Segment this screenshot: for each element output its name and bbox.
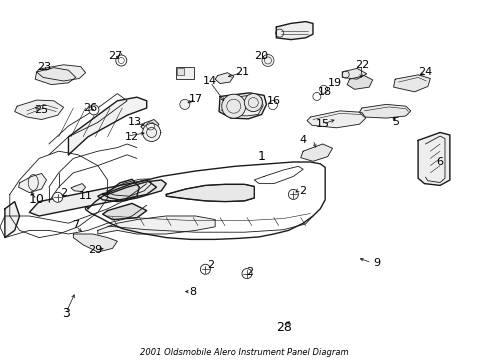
Text: 23: 23: [37, 62, 51, 72]
Polygon shape: [393, 75, 429, 92]
Circle shape: [312, 93, 320, 100]
Text: 24: 24: [417, 67, 432, 77]
Polygon shape: [29, 180, 156, 216]
Text: 9: 9: [372, 258, 379, 268]
Text: 29: 29: [88, 245, 102, 255]
Text: 22: 22: [354, 60, 368, 70]
Text: 21: 21: [235, 67, 248, 77]
Text: 14: 14: [203, 76, 217, 86]
Text: 15: 15: [315, 119, 329, 129]
Text: 1: 1: [257, 150, 265, 163]
Text: 2: 2: [245, 267, 252, 277]
Polygon shape: [215, 73, 233, 84]
Text: 13: 13: [127, 117, 141, 127]
Polygon shape: [19, 174, 46, 193]
Circle shape: [53, 192, 62, 202]
Polygon shape: [5, 202, 20, 238]
Circle shape: [244, 94, 262, 112]
Polygon shape: [71, 184, 85, 192]
Circle shape: [200, 264, 210, 274]
Circle shape: [116, 55, 126, 66]
Polygon shape: [346, 76, 372, 89]
Polygon shape: [98, 216, 215, 234]
Polygon shape: [102, 179, 139, 201]
Bar: [177, 68, 183, 75]
Polygon shape: [300, 144, 332, 161]
Polygon shape: [166, 184, 254, 202]
Bar: [176, 67, 194, 78]
Text: 11: 11: [79, 191, 92, 201]
Polygon shape: [35, 68, 76, 85]
Text: 8: 8: [189, 287, 196, 297]
Text: 19: 19: [327, 78, 341, 88]
Polygon shape: [359, 104, 410, 118]
Text: 2001 Oldsmobile Alero Instrument Panel Diagram: 2001 Oldsmobile Alero Instrument Panel D…: [140, 348, 348, 357]
Polygon shape: [417, 132, 449, 185]
Polygon shape: [219, 93, 266, 119]
Text: 2: 2: [299, 186, 306, 196]
Text: 5: 5: [392, 117, 399, 127]
Circle shape: [180, 99, 189, 109]
Text: 4: 4: [299, 135, 306, 145]
Text: 28: 28: [275, 321, 291, 334]
Text: 27: 27: [107, 51, 122, 61]
Circle shape: [319, 85, 327, 93]
Text: 17: 17: [188, 94, 202, 104]
Polygon shape: [68, 97, 146, 155]
Circle shape: [242, 269, 251, 279]
Polygon shape: [73, 234, 117, 252]
Circle shape: [262, 54, 273, 67]
Text: 26: 26: [83, 103, 97, 113]
Circle shape: [268, 100, 277, 109]
Text: 2: 2: [206, 260, 213, 270]
Polygon shape: [98, 180, 166, 202]
Text: 12: 12: [125, 132, 139, 142]
Circle shape: [221, 94, 245, 118]
Polygon shape: [342, 68, 366, 79]
Text: 3: 3: [62, 307, 70, 320]
Text: 25: 25: [35, 105, 48, 115]
Circle shape: [142, 123, 160, 141]
Circle shape: [288, 189, 298, 199]
Text: 7: 7: [72, 220, 79, 230]
Circle shape: [89, 105, 99, 115]
Text: 10: 10: [29, 193, 44, 206]
Text: 2: 2: [60, 188, 67, 198]
Polygon shape: [141, 120, 159, 131]
Text: 6: 6: [436, 157, 443, 167]
Text: 18: 18: [318, 87, 331, 97]
Polygon shape: [15, 100, 63, 120]
Polygon shape: [37, 65, 85, 81]
Text: 16: 16: [266, 96, 280, 106]
Polygon shape: [276, 22, 312, 40]
Polygon shape: [306, 111, 365, 128]
Polygon shape: [102, 203, 146, 220]
Text: 20: 20: [254, 51, 268, 61]
